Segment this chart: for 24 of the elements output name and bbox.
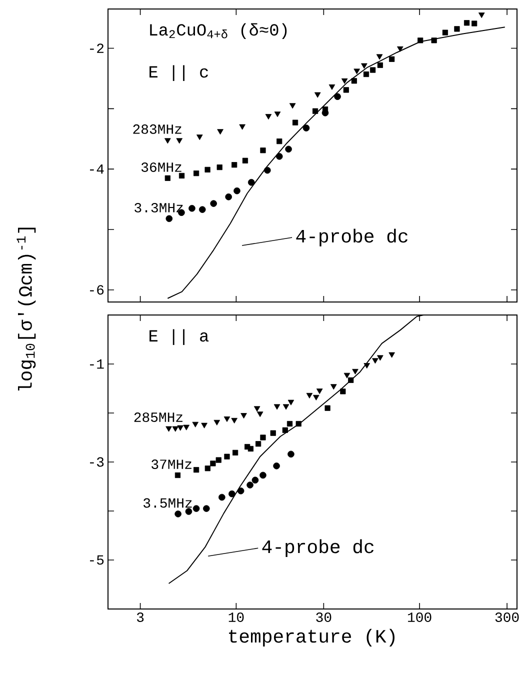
legend-label: 285MHz: [134, 412, 182, 422]
x-tick-label: 10: [228, 612, 244, 622]
y-tick-label: -3: [90, 457, 104, 467]
y-tick-label: -4: [90, 164, 104, 174]
series-label: 283MHz: [133, 124, 182, 134]
annotation: La$_{2}$CuO$_{4+δ}$ (δ≈0): [150, 23, 287, 39]
annotation: 4-probe dc: [296, 228, 408, 246]
series-label: 37MHz: [152, 460, 192, 470]
x-axis-title: temperature (K): [229, 628, 394, 646]
x-tick-label: 3: [136, 612, 144, 622]
annotation: E || a: [150, 329, 209, 345]
series-label: 3.3MHz: [134, 202, 183, 212]
annotation: 4-probe dc: [262, 539, 374, 557]
y-tick-label: -1: [90, 359, 104, 369]
x-tick-label: 30: [316, 612, 332, 622]
annotation: E || c: [150, 65, 208, 81]
x-tick-label: 100: [408, 612, 432, 622]
y-axis-title: log$_{10}$[σ'(Ωcm)$^{-1}$]: [16, 228, 36, 391]
y-tick-label: -5: [90, 555, 104, 565]
y-tick-label: -2: [90, 44, 104, 53]
y-tick-label: -6: [90, 285, 104, 295]
x-tick-label: 300: [495, 612, 519, 622]
legend-label: 3.5MHz: [144, 498, 192, 508]
legend-label: 36MHz: [141, 162, 182, 172]
